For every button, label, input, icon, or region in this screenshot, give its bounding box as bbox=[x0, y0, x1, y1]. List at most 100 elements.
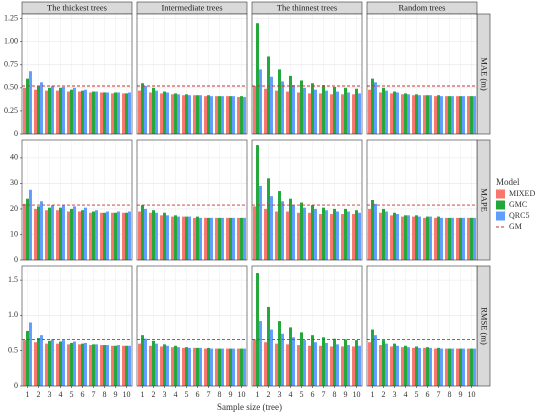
bar bbox=[456, 348, 460, 386]
bar bbox=[300, 332, 303, 386]
bar bbox=[182, 347, 186, 386]
bar bbox=[209, 348, 213, 386]
y-tick-label: 20 bbox=[10, 204, 18, 213]
bar bbox=[426, 347, 429, 386]
bar bbox=[297, 92, 301, 134]
bar bbox=[209, 96, 213, 134]
bar bbox=[114, 92, 117, 134]
bar bbox=[355, 340, 358, 386]
bar bbox=[461, 217, 465, 260]
bar bbox=[291, 205, 295, 260]
x-tick-label: 9 bbox=[114, 390, 118, 399]
bar bbox=[459, 96, 462, 134]
bar bbox=[56, 90, 60, 134]
bar bbox=[346, 345, 350, 386]
bar bbox=[390, 346, 394, 386]
x-tick-label: 4 bbox=[404, 390, 408, 399]
bar bbox=[237, 348, 241, 386]
bar bbox=[335, 344, 339, 386]
x-tick-label: 4 bbox=[59, 390, 63, 399]
x-tick-label: 3 bbox=[163, 390, 167, 399]
bar bbox=[220, 348, 224, 386]
bar bbox=[428, 347, 432, 386]
bar bbox=[215, 96, 219, 134]
bar bbox=[311, 205, 314, 260]
bar bbox=[406, 94, 410, 134]
bar bbox=[193, 95, 197, 134]
bar bbox=[286, 344, 290, 386]
bar bbox=[196, 216, 199, 260]
y-tick-label: 0.5 bbox=[8, 346, 18, 355]
bar bbox=[275, 343, 279, 386]
bar bbox=[357, 345, 361, 386]
bar bbox=[92, 91, 95, 134]
panel-border bbox=[21, 265, 133, 387]
bar bbox=[127, 345, 131, 386]
x-tick-label: 1 bbox=[26, 390, 30, 399]
bar bbox=[193, 217, 197, 260]
bar bbox=[395, 92, 399, 134]
bar bbox=[434, 217, 438, 260]
bar bbox=[450, 217, 454, 260]
bar bbox=[50, 205, 54, 260]
bar bbox=[269, 76, 273, 134]
bar bbox=[352, 214, 356, 260]
bar bbox=[218, 217, 221, 260]
bar bbox=[322, 337, 325, 386]
bar bbox=[59, 207, 62, 260]
bar bbox=[176, 94, 180, 134]
bar bbox=[72, 206, 76, 260]
legend-label: QRC5 bbox=[509, 211, 529, 220]
y-tick-label: 0 bbox=[14, 129, 18, 138]
bar bbox=[313, 208, 317, 260]
bar bbox=[143, 86, 147, 134]
bar bbox=[269, 329, 273, 386]
bar bbox=[237, 217, 241, 260]
bar bbox=[379, 212, 383, 260]
bar bbox=[218, 96, 221, 134]
bar bbox=[61, 86, 65, 134]
bar bbox=[308, 345, 312, 386]
x-tick-label: 8 bbox=[333, 390, 337, 399]
bar bbox=[207, 347, 210, 386]
bar bbox=[114, 345, 117, 386]
bar bbox=[240, 217, 243, 260]
x-tick-label: 2 bbox=[382, 390, 386, 399]
bar bbox=[324, 210, 328, 260]
bar bbox=[428, 216, 432, 260]
x-tick-label: 5 bbox=[70, 390, 74, 399]
bar bbox=[94, 344, 98, 386]
bar bbox=[207, 217, 210, 260]
y-tick-label: 40 bbox=[10, 153, 18, 162]
x-tick-label: 9 bbox=[344, 390, 348, 399]
bar bbox=[346, 211, 350, 260]
bar bbox=[461, 96, 465, 134]
y-tick-label: 0.75 bbox=[4, 60, 18, 69]
bar bbox=[28, 189, 32, 260]
bar bbox=[105, 211, 109, 260]
bar bbox=[138, 211, 142, 260]
bar bbox=[267, 178, 270, 260]
bar bbox=[300, 202, 303, 260]
bar bbox=[355, 210, 358, 260]
bar bbox=[226, 217, 230, 260]
bar bbox=[89, 345, 93, 386]
bar bbox=[459, 217, 462, 260]
panel-border bbox=[251, 13, 363, 135]
bar bbox=[467, 217, 471, 260]
bar bbox=[143, 208, 147, 260]
x-tick-label: 10 bbox=[468, 390, 476, 399]
bar bbox=[302, 340, 306, 386]
bar bbox=[401, 94, 405, 134]
bar bbox=[384, 90, 388, 134]
bar bbox=[379, 345, 383, 386]
bar bbox=[297, 212, 301, 260]
bar bbox=[406, 347, 410, 386]
bar bbox=[459, 348, 462, 386]
bar bbox=[116, 211, 120, 260]
bar bbox=[165, 215, 169, 260]
bar bbox=[125, 93, 128, 134]
bar bbox=[439, 348, 443, 386]
bar bbox=[253, 206, 257, 260]
x-axis-title: Sample size (tree) bbox=[217, 402, 282, 412]
